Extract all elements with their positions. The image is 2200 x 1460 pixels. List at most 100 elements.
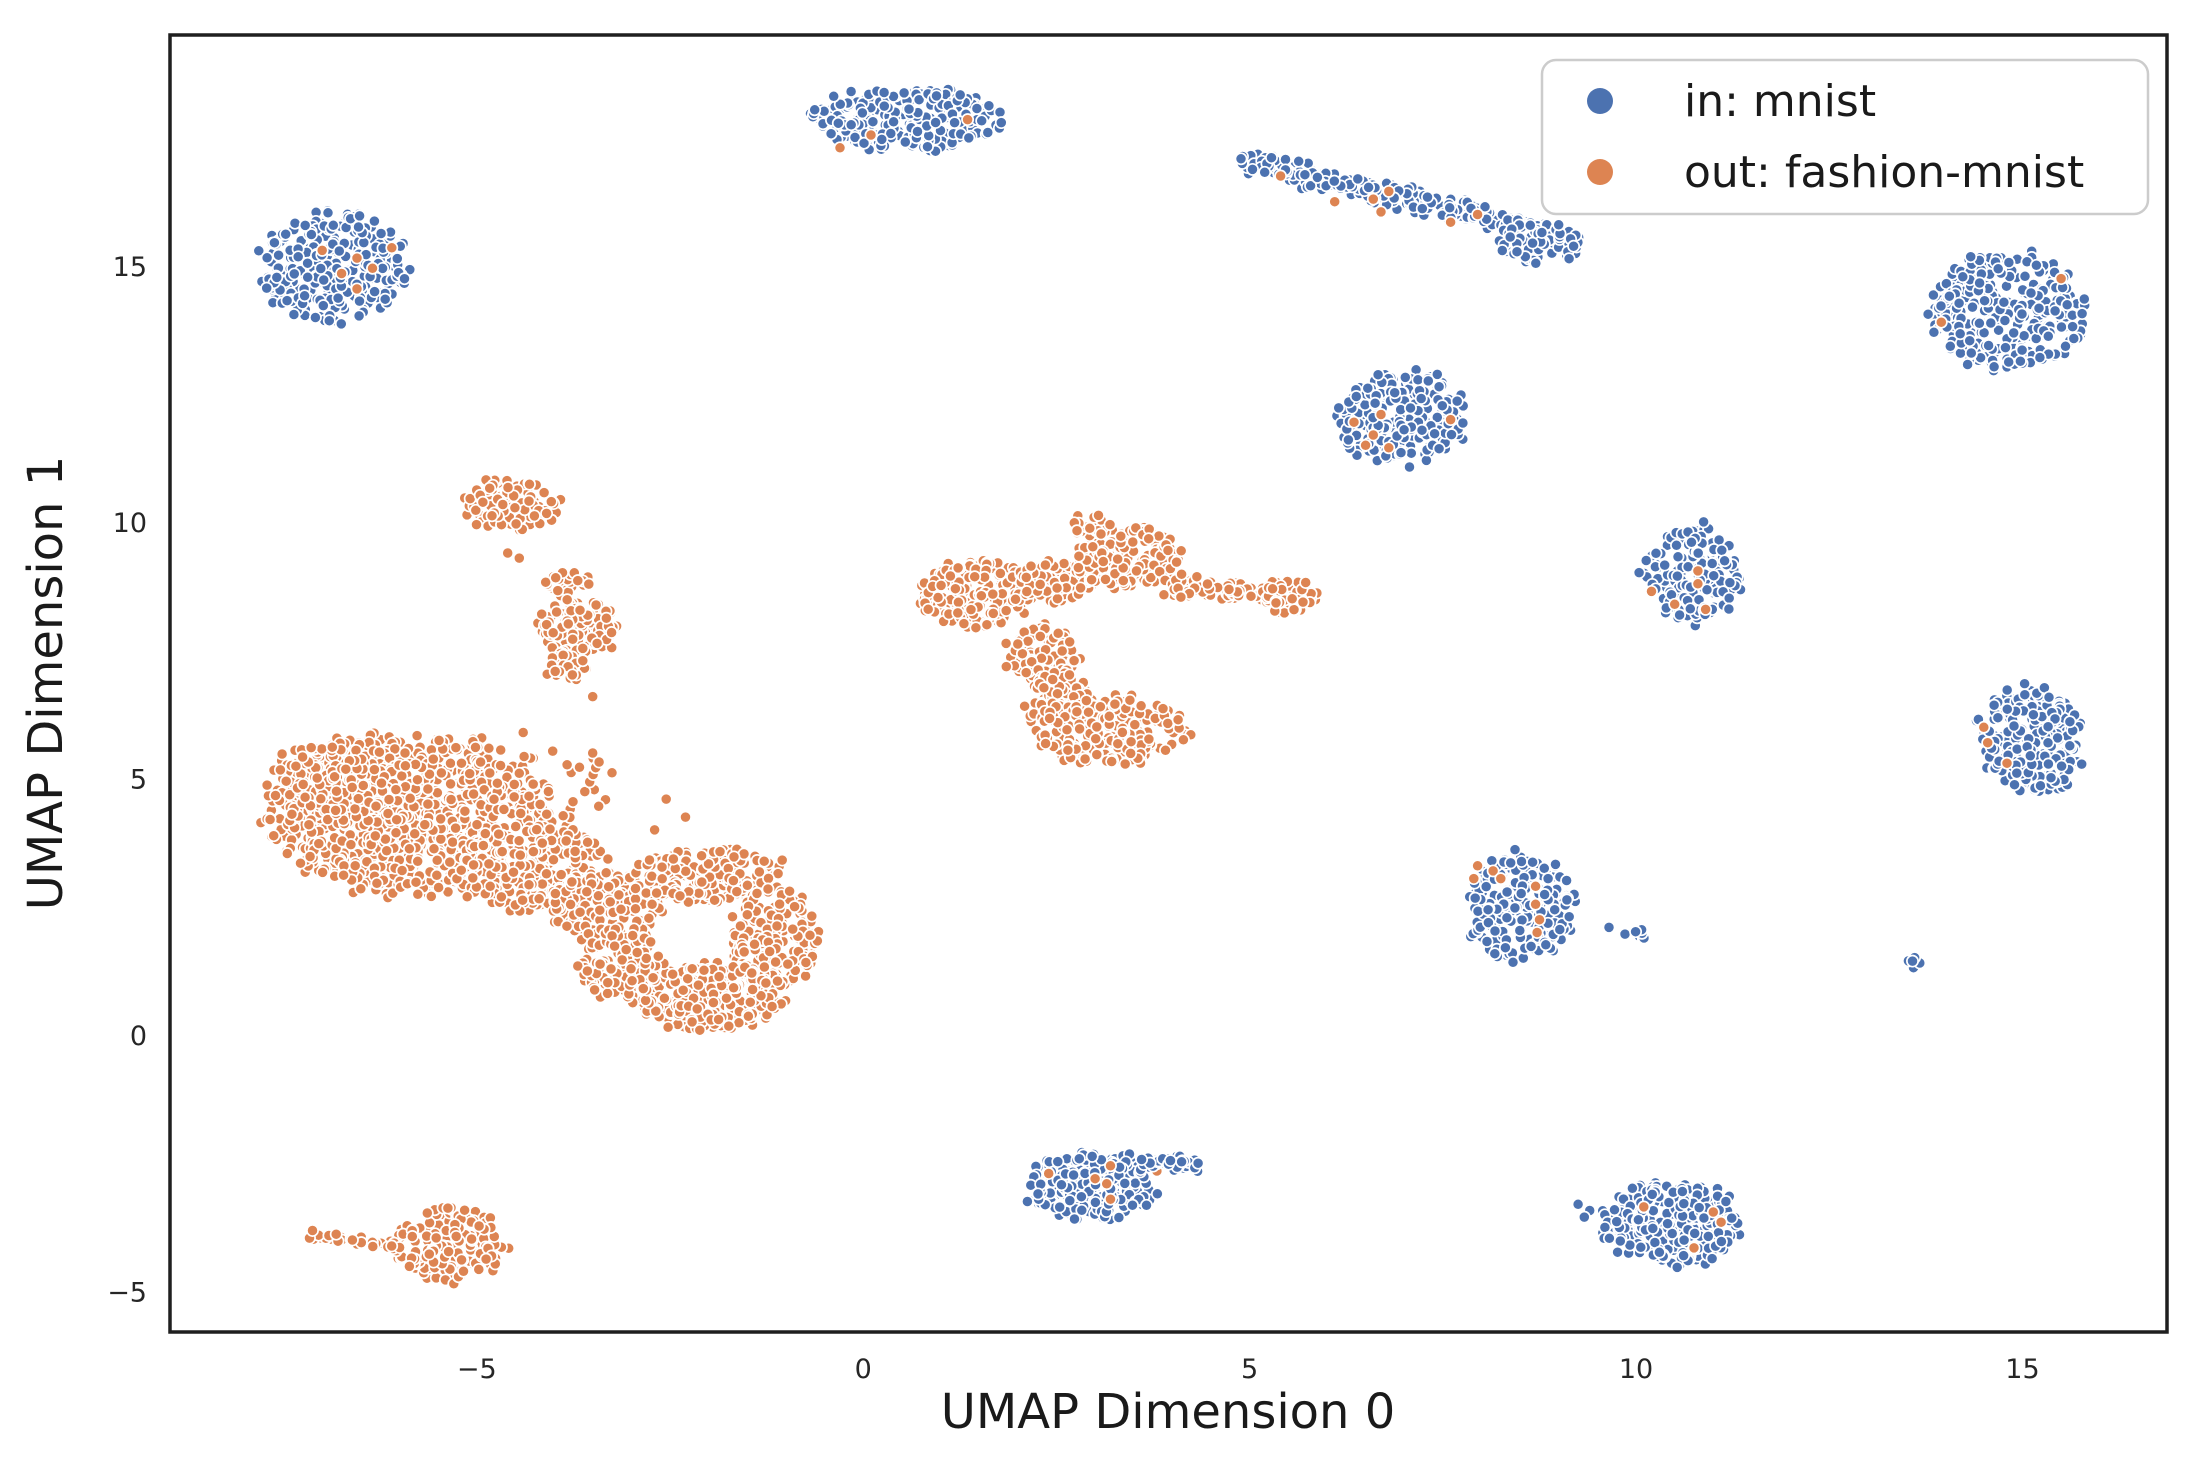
data-point bbox=[315, 243, 329, 257]
data-point bbox=[482, 857, 496, 871]
data-point bbox=[788, 900, 802, 914]
data-point bbox=[1404, 401, 1417, 415]
data-point bbox=[411, 887, 425, 901]
data-point bbox=[1328, 195, 1342, 209]
data-point bbox=[1445, 428, 1458, 442]
data-point bbox=[330, 784, 343, 798]
data-point bbox=[522, 878, 536, 892]
data-point bbox=[2055, 759, 2069, 773]
data-point bbox=[930, 89, 943, 103]
data-point bbox=[483, 879, 497, 893]
data-point bbox=[605, 626, 619, 639]
data-point bbox=[444, 756, 457, 770]
data-point bbox=[650, 886, 664, 900]
data-point bbox=[1382, 441, 1396, 455]
data-point bbox=[1984, 316, 1998, 330]
data-point bbox=[2041, 736, 2055, 750]
data-point bbox=[350, 282, 364, 296]
data-point bbox=[1467, 872, 1481, 886]
data-point bbox=[642, 911, 656, 925]
data-point bbox=[713, 845, 727, 859]
data-point bbox=[1234, 152, 1248, 166]
data-point bbox=[1714, 1235, 1728, 1248]
data-point bbox=[546, 626, 560, 640]
data-point bbox=[547, 853, 560, 867]
data-point bbox=[1067, 1168, 1081, 1182]
data-point bbox=[831, 116, 845, 130]
data-point bbox=[532, 892, 546, 906]
data-point bbox=[263, 813, 277, 826]
data-point bbox=[280, 294, 294, 308]
data-point bbox=[2023, 749, 2037, 763]
data-point bbox=[1332, 401, 1346, 415]
data-point bbox=[1567, 239, 1581, 253]
data-point bbox=[1677, 1197, 1691, 1211]
data-point bbox=[474, 755, 488, 769]
data-point bbox=[1658, 558, 1672, 572]
data-point bbox=[1934, 299, 1948, 313]
data-point bbox=[1382, 184, 1396, 198]
data-point bbox=[2018, 688, 2032, 702]
data-point bbox=[695, 875, 709, 889]
data-point bbox=[1972, 316, 1986, 330]
data-point bbox=[2007, 719, 2021, 733]
data-point bbox=[432, 881, 446, 894]
data-point bbox=[367, 763, 381, 777]
data-point bbox=[2063, 715, 2077, 729]
data-point bbox=[1670, 569, 1684, 583]
data-point bbox=[1906, 954, 1919, 968]
data-point bbox=[1549, 857, 1562, 871]
data-point bbox=[1053, 1200, 1067, 1214]
data-point bbox=[844, 85, 858, 98]
data-point bbox=[460, 890, 474, 904]
data-point bbox=[2000, 683, 2014, 697]
data-point bbox=[315, 742, 329, 756]
data-point bbox=[1513, 924, 1527, 937]
data-point bbox=[982, 99, 996, 113]
data-point bbox=[1506, 955, 1520, 969]
data-point bbox=[449, 821, 463, 835]
data-point bbox=[1991, 711, 2005, 725]
data-point bbox=[1629, 925, 1643, 939]
data-point bbox=[875, 132, 889, 146]
data-point bbox=[522, 494, 536, 508]
data-point bbox=[975, 114, 989, 128]
data-point bbox=[1723, 576, 1737, 590]
data-point bbox=[350, 251, 364, 265]
data-point bbox=[827, 89, 841, 103]
data-point bbox=[1691, 577, 1705, 591]
data-point bbox=[1571, 1197, 1585, 1211]
data-point bbox=[1488, 947, 1502, 961]
data-point bbox=[1514, 887, 1528, 900]
data-point bbox=[389, 783, 403, 797]
data-point bbox=[280, 847, 294, 860]
data-point bbox=[1359, 438, 1373, 452]
data-point bbox=[1398, 370, 1412, 384]
data-point bbox=[523, 477, 536, 491]
data-point bbox=[1421, 374, 1435, 388]
data-point bbox=[727, 850, 741, 864]
data-point bbox=[1646, 1221, 1660, 1235]
data-point bbox=[1538, 888, 1552, 901]
data-point bbox=[1977, 720, 1991, 734]
data-point bbox=[808, 103, 822, 117]
data-point bbox=[1368, 396, 1382, 410]
data-point bbox=[1987, 360, 2001, 374]
data-point bbox=[560, 593, 574, 607]
data-point bbox=[352, 220, 365, 234]
data-point bbox=[1526, 855, 1540, 869]
data-point bbox=[1999, 341, 2012, 355]
data-point bbox=[2013, 354, 2027, 368]
data-point bbox=[1515, 855, 1528, 868]
data-point bbox=[573, 905, 587, 919]
data-point bbox=[1675, 1185, 1689, 1198]
data-point bbox=[513, 848, 527, 862]
data-point bbox=[576, 654, 590, 668]
data-point bbox=[1533, 913, 1546, 927]
data-point bbox=[332, 244, 346, 258]
data-point bbox=[757, 854, 771, 868]
data-point bbox=[565, 668, 579, 682]
data-point bbox=[877, 86, 891, 99]
